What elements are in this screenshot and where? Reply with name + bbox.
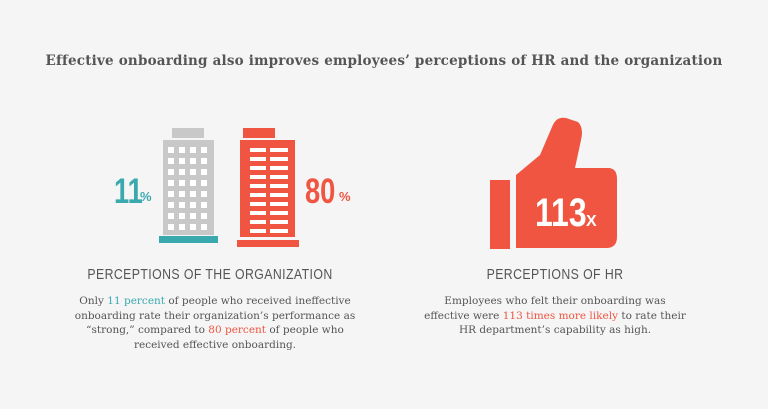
red-building-window [270, 166, 288, 170]
gray-building-window [190, 158, 196, 164]
highlight-113-times: 113 times more likely [502, 309, 619, 322]
red-building-window [270, 175, 288, 179]
gray-building-window [190, 169, 196, 175]
gray-building-window [168, 180, 174, 186]
red-building-window [270, 202, 288, 206]
gray-building-icon [159, 128, 218, 243]
gray-building-window [179, 224, 185, 230]
stat-80: 80 [305, 172, 335, 211]
gray-building-window [201, 147, 207, 153]
red-building-window [250, 229, 266, 233]
stat-11-unit: % [140, 189, 152, 204]
gray-building-window [179, 180, 185, 186]
gray-building-window [201, 224, 207, 230]
red-building-window [270, 157, 288, 161]
gray-building-window [201, 158, 207, 164]
stat-113-unit: X [586, 213, 597, 230]
gray-building-window [201, 213, 207, 219]
gray-building-window [190, 191, 196, 197]
red-building-window [250, 211, 266, 215]
hr-body: Employees who felt their onboarding was … [424, 295, 686, 336]
red-building-window [270, 148, 288, 152]
gray-building-window [179, 213, 185, 219]
stat-11: 11 [114, 172, 143, 211]
red-building-window [250, 148, 266, 152]
gray-building-window [190, 213, 196, 219]
gray-building-window [201, 169, 207, 175]
stat-80-unit: % [339, 189, 351, 204]
red-building-window [250, 202, 266, 206]
gray-building-window [201, 180, 207, 186]
gray-building-window [168, 191, 174, 197]
gray-building-window [179, 191, 185, 197]
gray-building-window [201, 191, 207, 197]
gray-building-window [179, 147, 185, 153]
page-title: Effective onboarding also improves emplo… [45, 53, 723, 69]
gray-building-window [190, 180, 196, 186]
gray-building-window [168, 147, 174, 153]
gray-building-window [179, 158, 185, 164]
gray-building-window [179, 169, 185, 175]
red-building-window [270, 193, 288, 197]
gray-building-window [201, 202, 207, 208]
stat-113: 113 [535, 190, 587, 235]
gray-building-window [190, 202, 196, 208]
gray-building-window [168, 213, 174, 219]
red-building-window [250, 193, 266, 197]
red-building-window [250, 220, 266, 224]
red-building-window [250, 166, 266, 170]
red-building-window [270, 184, 288, 188]
gray-building-window [168, 224, 174, 230]
highlight-11-percent: 11 percent [107, 295, 166, 307]
hr-heading: PERCEPTIONS OF HR [486, 266, 624, 283]
thumbs-up-icon [490, 117, 617, 249]
red-building-window [250, 184, 266, 188]
gray-building-window [190, 147, 196, 153]
gray-building-window [190, 224, 196, 230]
org-body: Only 11 percent of people who received i… [74, 295, 356, 351]
gray-building-window [168, 158, 174, 164]
org-heading: PERCEPTIONS OF THE ORGANIZATION [87, 266, 333, 283]
gray-building-window [168, 169, 174, 175]
red-building-window [250, 157, 266, 161]
gray-building-window [179, 202, 185, 208]
gray-building-window [168, 202, 174, 208]
red-building-icon [237, 128, 299, 247]
red-building-window [270, 220, 288, 224]
highlight-80-percent: 80 percent [208, 324, 267, 336]
red-building-window [270, 211, 288, 215]
red-building-window [250, 175, 266, 179]
red-building-window [270, 229, 288, 233]
